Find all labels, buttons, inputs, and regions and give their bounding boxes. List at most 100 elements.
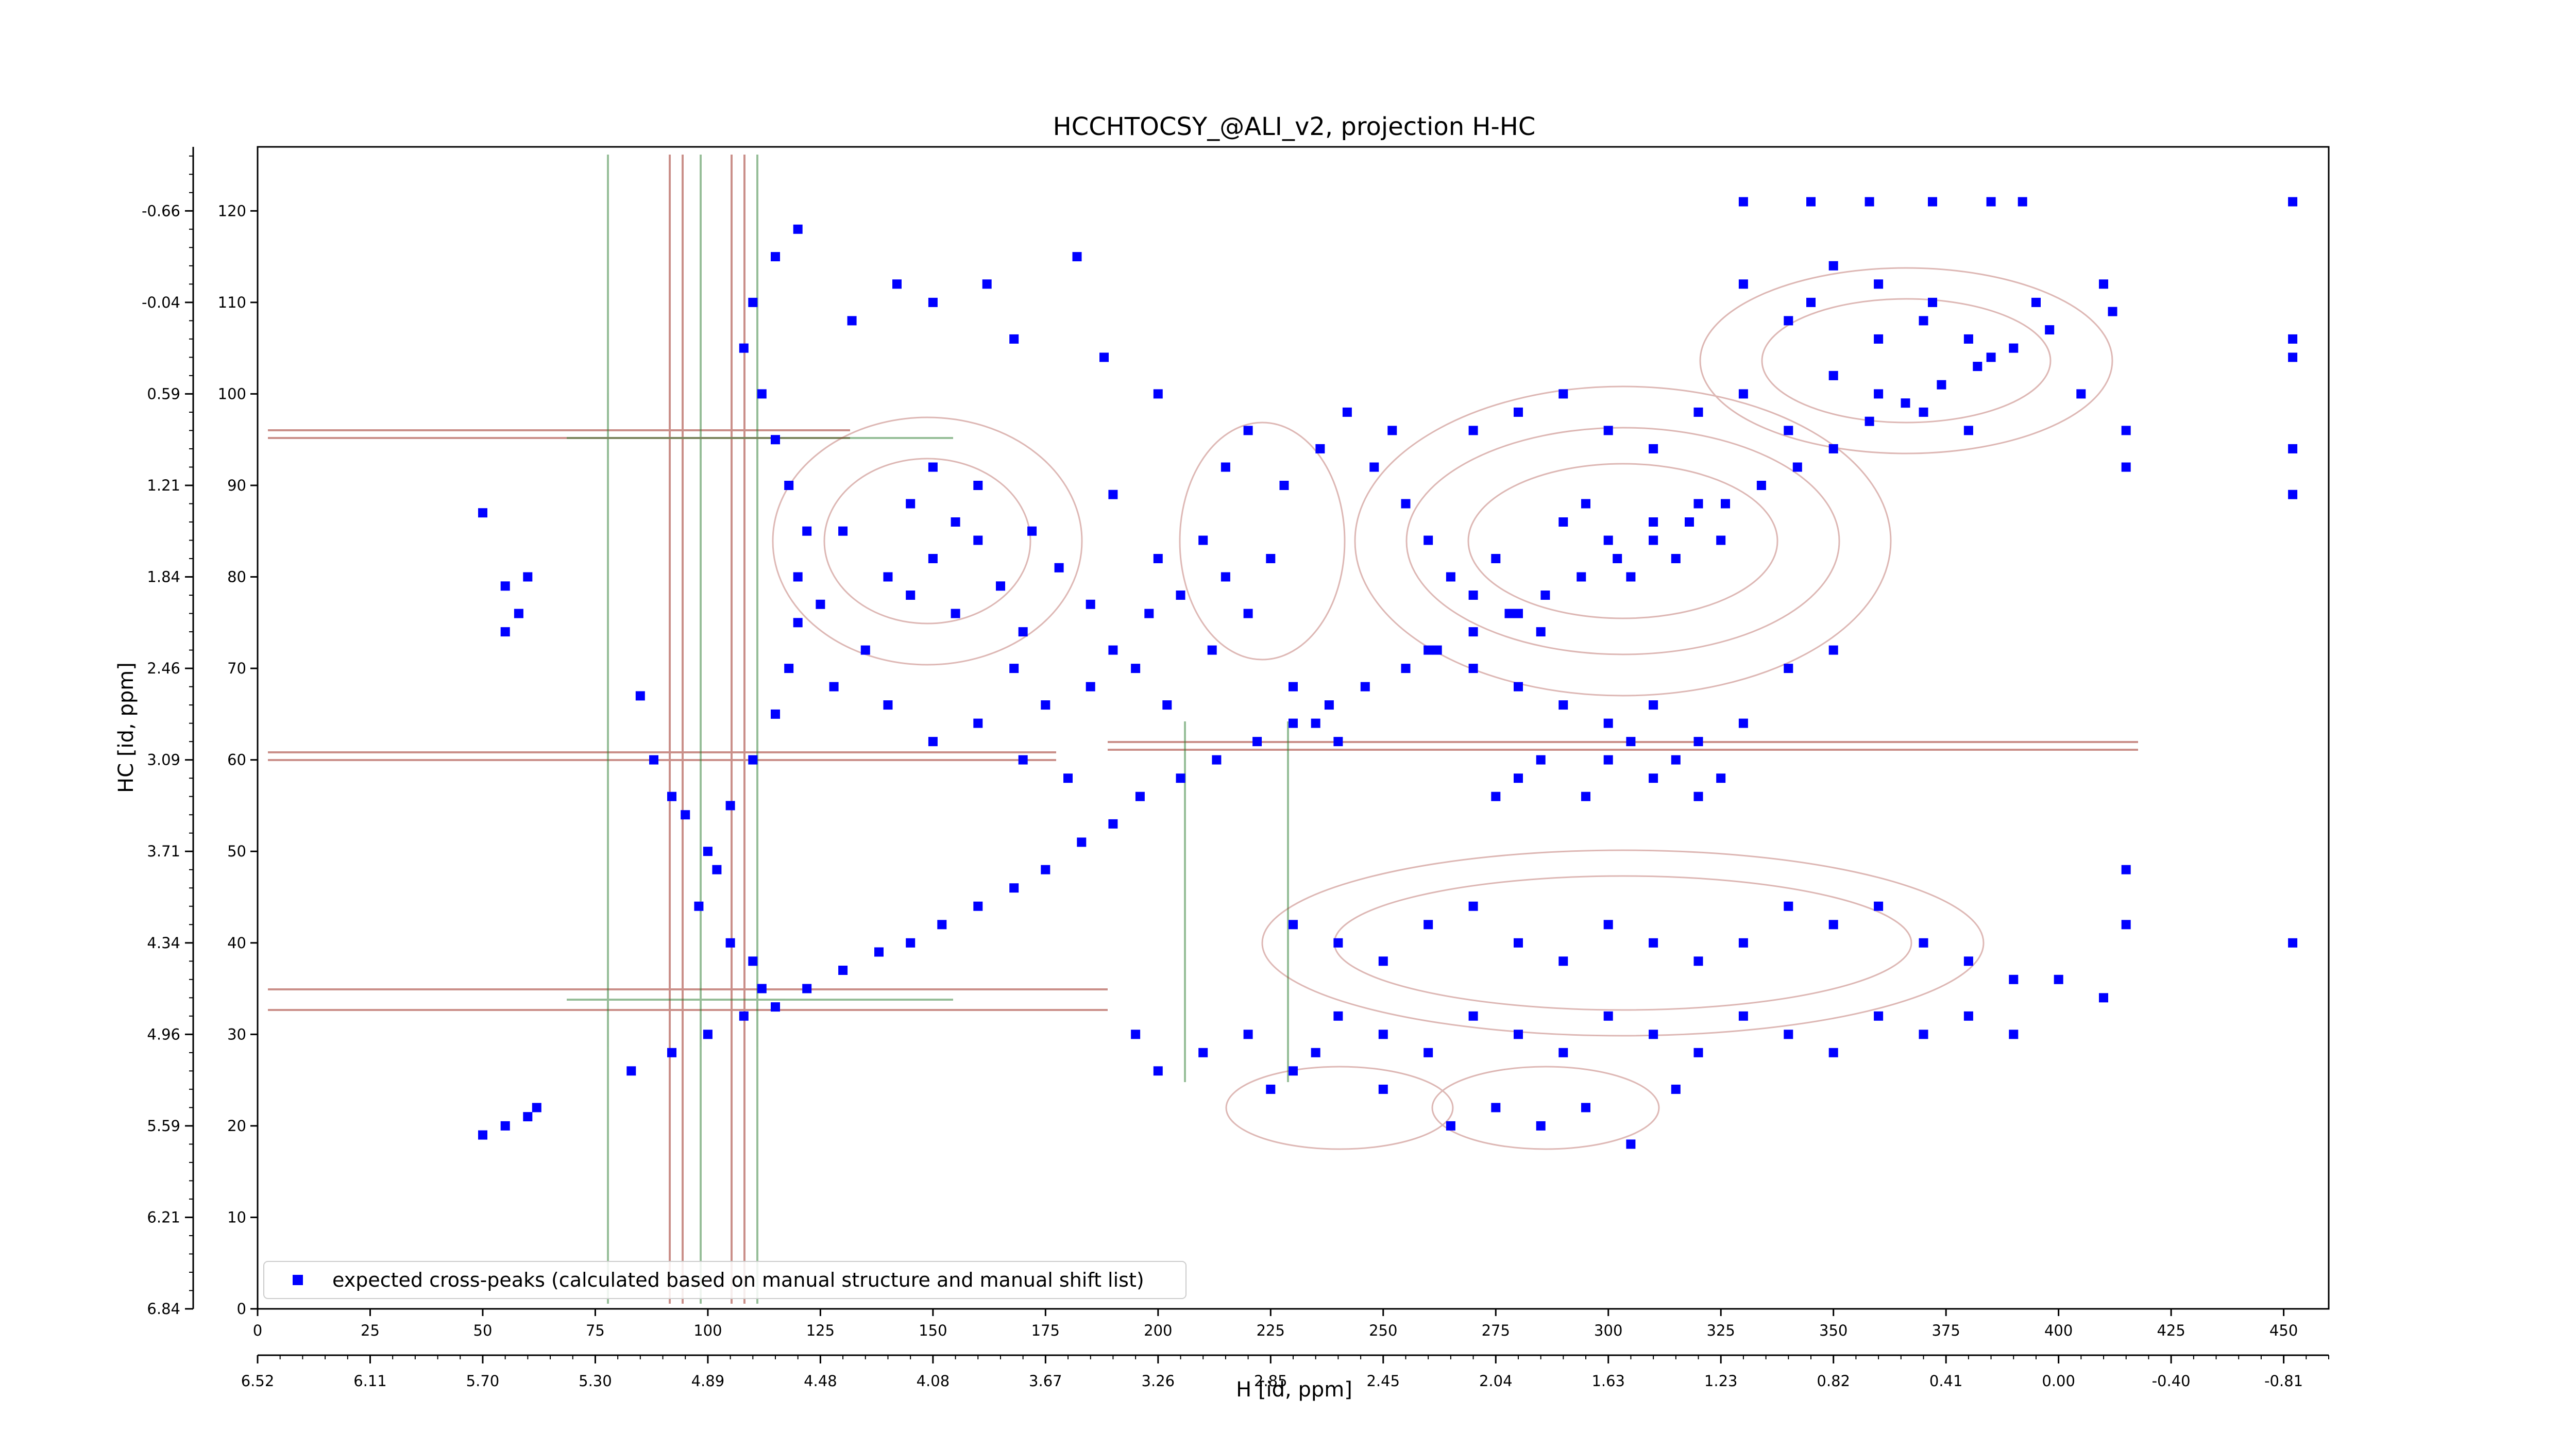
y-ppm-tick-label: 3.71 <box>147 843 180 860</box>
cross-peak-point <box>1198 535 1208 545</box>
cross-peak-point <box>757 984 767 993</box>
cross-peak-point <box>2045 325 2055 335</box>
cross-peak-point <box>1468 1011 1478 1021</box>
cross-peak-point <box>1716 535 1726 545</box>
cross-peak-point <box>1289 1066 1298 1076</box>
cross-peak-point <box>1324 700 1334 710</box>
y-index-tick-label: 90 <box>227 477 246 494</box>
cross-peak-point <box>1063 773 1073 783</box>
cross-peak-point <box>802 984 812 993</box>
cross-peak-point <box>2121 426 2131 435</box>
x-ppm-tick-label: 0.82 <box>1817 1372 1850 1390</box>
cross-peak-point <box>1581 1103 1590 1113</box>
y-ppm-tick-label: 5.59 <box>147 1117 180 1135</box>
x-index-tick-label: 175 <box>1031 1322 1060 1339</box>
cross-peak-point <box>1581 791 1590 801</box>
cross-peak-point <box>500 627 510 637</box>
cross-peak-point <box>1865 416 1874 426</box>
y-index-axis: 0 10 20 30 40 50 60 70 80 90 100 110 120 <box>218 202 258 1318</box>
cross-peak-point <box>1423 535 1433 545</box>
cross-peak-point <box>1027 526 1037 536</box>
y-index-tick-label: 0 <box>237 1300 246 1318</box>
cross-peak-point <box>2076 389 2086 399</box>
cross-peak-point <box>892 279 902 289</box>
cross-peak-point <box>748 297 758 307</box>
cross-peak-point <box>2108 307 2117 316</box>
cross-peak-point <box>1806 297 1816 307</box>
cross-peak-point <box>1693 407 1703 417</box>
cross-peak-point <box>1289 920 1298 930</box>
cross-peak-point <box>928 462 938 472</box>
cross-peak-point <box>838 526 848 536</box>
cross-peak-point <box>1874 279 1884 289</box>
cross-peak-point <box>1099 352 1109 362</box>
cross-peak-point <box>2121 920 2131 930</box>
x-ppm-tick-label: 1.63 <box>1591 1372 1625 1390</box>
cross-peak-point <box>1221 572 1230 582</box>
cross-peak-point <box>1514 407 1523 417</box>
y-ppm-tick-label: 4.96 <box>147 1025 180 1043</box>
cross-peak-point <box>681 810 690 820</box>
cross-peak-point <box>1738 197 1748 207</box>
cross-peak-point <box>1919 1030 1928 1039</box>
cross-peak-point <box>1009 334 1019 344</box>
cross-peak-point <box>2288 334 2298 344</box>
cross-peak-point <box>1378 956 1388 966</box>
x-ppm-tick-label: 4.89 <box>691 1372 725 1390</box>
cross-peak-point <box>1693 737 1703 747</box>
legend-label: expected cross-peaks (calculated based o… <box>332 1269 1144 1291</box>
cross-peak-point <box>523 572 533 582</box>
chart-title: HCCHTOCSY_@ALI_v2, projection H-HC <box>1053 112 1536 141</box>
x-index-tick-label: 400 <box>2044 1322 2073 1339</box>
cross-peak-point <box>1054 563 1064 572</box>
cross-peak-point <box>1716 773 1726 783</box>
cross-peak-point <box>1828 920 1838 930</box>
cross-peak-point <box>1446 1121 1455 1131</box>
cross-peak-point <box>1176 773 1185 783</box>
cross-peak-point <box>1504 609 1514 618</box>
cross-peak-point <box>649 755 658 765</box>
y-index-tick-label: 50 <box>227 843 246 860</box>
cross-peak-point <box>838 966 848 975</box>
cross-peak-point <box>1738 279 1748 289</box>
x-ppm-axis: 6.52 6.11 5.70 5.30 4.89 4.48 4.08 3.67 3.26 2.85… <box>241 1354 2329 1390</box>
cross-peak-point <box>1072 252 1082 262</box>
cross-peak-point <box>1693 499 1703 509</box>
cross-peak-point <box>1671 554 1681 563</box>
cross-peak-point <box>1649 773 1658 783</box>
cross-peak-point <box>937 920 947 930</box>
cross-peak-point <box>1919 407 1928 417</box>
cross-peak-point <box>1086 682 1095 692</box>
y-ppm-tick-label: 3.09 <box>147 751 180 769</box>
cross-peak-point <box>478 1130 487 1140</box>
cross-peak-point <box>667 791 676 801</box>
cross-peak-point <box>1928 297 1937 307</box>
cross-peak-point <box>906 591 916 600</box>
cross-peak-point <box>1401 499 1411 509</box>
cross-peak-point <box>1792 462 1802 472</box>
cross-peak-point <box>1514 773 1523 783</box>
cross-peak-point <box>725 938 735 948</box>
cross-peak-point <box>874 947 884 957</box>
cross-peak-point <box>1973 362 1982 372</box>
cross-peak-point <box>1738 718 1748 728</box>
cross-peak-point <box>771 252 780 262</box>
cross-peak-point <box>1828 370 1838 380</box>
cross-peak-point <box>739 343 749 353</box>
y-ppm-tick-label: 6.21 <box>147 1208 180 1226</box>
cross-peak-point <box>1176 591 1185 600</box>
x-ppm-tick-label: 6.52 <box>241 1372 275 1390</box>
cross-peak-point <box>793 224 803 234</box>
cross-peak-point <box>1919 938 1928 948</box>
cross-peak-point <box>1874 1011 1884 1021</box>
cross-peak-point <box>2018 197 2027 207</box>
cross-peak-point <box>1738 389 1748 399</box>
cross-peak-point <box>1289 718 1298 728</box>
cross-peak-point <box>1378 1030 1388 1039</box>
y-index-tick-label: 10 <box>227 1208 246 1226</box>
cross-peak-point <box>973 901 983 911</box>
cross-peak-point <box>739 1011 749 1021</box>
x-ppm-tick-label: 4.48 <box>804 1372 837 1390</box>
cross-peak-point <box>1468 901 1478 911</box>
cross-peak-point <box>1311 718 1320 728</box>
